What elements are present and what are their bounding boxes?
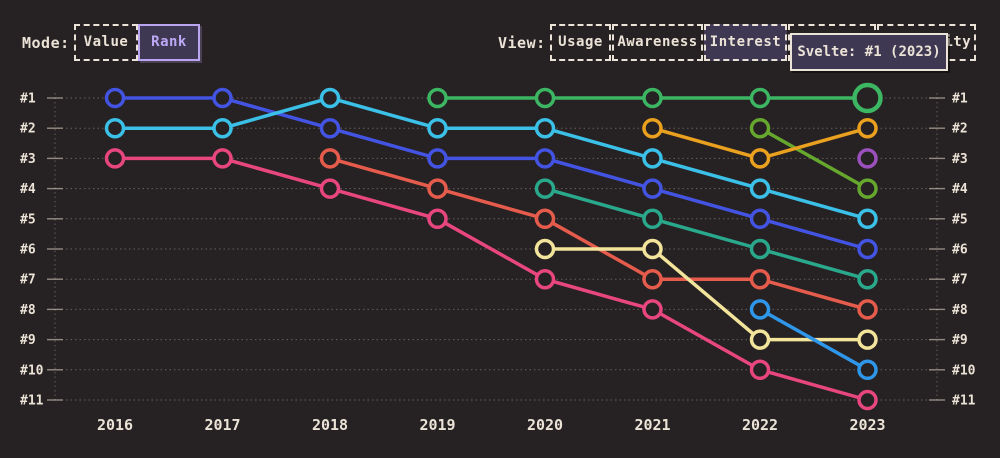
data-point-blue-2018[interactable] — [319, 117, 341, 139]
data-point-red-orange-2018[interactable] — [319, 148, 341, 169]
year-label: 2018 — [312, 416, 348, 434]
data-point-pink-2022[interactable] — [749, 359, 771, 381]
data-point-green-2019[interactable] — [427, 87, 448, 109]
data-point-pink-2020[interactable] — [534, 268, 556, 290]
rank-label-right: #1 — [952, 92, 968, 107]
rank-label-left: #4 — [20, 182, 36, 197]
data-point-blue-2017[interactable] — [212, 87, 233, 109]
data-point-green-2023[interactable] — [852, 82, 883, 114]
data-point-lime-2023[interactable] — [857, 178, 878, 199]
data-point-pink-2019[interactable] — [427, 208, 448, 230]
data-point-pink-2023[interactable] — [857, 389, 878, 411]
rank-label-left: #3 — [20, 152, 36, 167]
view-option-interest[interactable]: Interest — [704, 24, 787, 61]
tooltip-text: Svelte: #1 (2023) — [797, 44, 941, 60]
rank-label-left: #9 — [20, 333, 36, 348]
data-point-red-orange-2019[interactable] — [427, 178, 448, 199]
year-label: 2023 — [849, 416, 885, 434]
data-point-orange-2022[interactable] — [749, 148, 771, 169]
series-line-pink — [115, 156, 868, 402]
series-line-light-blue — [759, 307, 869, 372]
rank-label-right: #11 — [952, 394, 976, 409]
data-point-yellow-2022[interactable] — [749, 329, 771, 350]
data-point-cyan-2018[interactable] — [319, 87, 341, 109]
data-point-lime-2022[interactable] — [749, 117, 771, 139]
data-point-blue-2019[interactable] — [427, 148, 448, 169]
data-point-blue-2020[interactable] — [534, 148, 556, 169]
rank-label-left: #8 — [20, 303, 36, 318]
year-label: 2019 — [419, 416, 455, 434]
data-point-cyan-2020[interactable] — [534, 117, 556, 139]
mode-label: Mode: — [22, 34, 70, 52]
data-point-cyan-2016[interactable] — [104, 117, 126, 139]
rank-label-right: #2 — [952, 122, 968, 137]
data-point-blue-2021[interactable] — [642, 178, 663, 199]
data-point-pink-2018[interactable] — [319, 178, 341, 199]
view-label: View: — [498, 34, 546, 52]
data-point-green-2021[interactable] — [642, 87, 663, 109]
data-point-pink-2021[interactable] — [642, 299, 663, 320]
data-point-cyan-2023[interactable] — [857, 208, 878, 230]
data-point-yellow-2023[interactable] — [857, 329, 878, 350]
year-label: 2016 — [97, 416, 133, 434]
data-point-red-orange-2020[interactable] — [534, 208, 556, 230]
data-point-pink-2016[interactable] — [104, 148, 126, 169]
data-point-red-orange-2021[interactable] — [642, 268, 663, 290]
series-line-lime — [759, 126, 869, 191]
data-point-blue-2022[interactable] — [749, 208, 771, 230]
rank-label-left: #6 — [20, 243, 36, 258]
year-label: 2022 — [742, 416, 778, 434]
data-point-purple-2023[interactable] — [857, 148, 878, 169]
year-label: 2021 — [634, 416, 670, 434]
data-point-orange-2023[interactable] — [857, 117, 878, 139]
data-point-green-2022[interactable] — [749, 87, 771, 109]
data-point-teal-2023[interactable] — [857, 268, 878, 290]
rank-label-left: #10 — [20, 363, 44, 378]
series-line-cyan — [115, 96, 868, 221]
mode-option-value[interactable]: Value — [74, 24, 138, 61]
data-point-blue-2023[interactable] — [857, 238, 878, 260]
data-point-teal-2022[interactable] — [749, 238, 771, 260]
rank-label-right: #10 — [952, 363, 976, 378]
data-point-blue-2016[interactable] — [104, 87, 126, 109]
data-point-cyan-2017[interactable] — [212, 117, 233, 139]
data-point-teal-2020[interactable] — [534, 178, 556, 199]
data-point-green-2020[interactable] — [534, 87, 556, 109]
data-point-light-blue-2023[interactable] — [857, 359, 878, 381]
rank-label-left: #5 — [20, 212, 36, 227]
rank-label-right: #5 — [952, 212, 968, 227]
rank-label-right: #7 — [952, 273, 968, 288]
year-label: 2017 — [204, 416, 240, 434]
data-point-yellow-2021[interactable] — [642, 238, 663, 260]
series-line-blue — [115, 96, 868, 251]
tooltip: Svelte: #1 (2023) — [790, 33, 948, 71]
year-label: 2020 — [527, 416, 563, 434]
data-point-teal-2021[interactable] — [642, 208, 663, 230]
data-point-red-orange-2023[interactable] — [857, 299, 878, 320]
series-line-red-orange — [329, 156, 868, 312]
data-point-pink-2017[interactable] — [212, 148, 233, 169]
rank-label-left: #11 — [20, 394, 44, 409]
rank-label-right: #4 — [952, 182, 968, 197]
rank-label-left: #7 — [20, 273, 36, 288]
mode-option-rank[interactable]: Rank — [138, 24, 200, 61]
data-point-yellow-2020[interactable] — [534, 238, 556, 260]
data-point-red-orange-2022[interactable] — [749, 268, 771, 290]
data-point-cyan-2021[interactable] — [642, 148, 663, 169]
view-option-usage[interactable]: Usage — [550, 24, 611, 61]
rank-label-right: #6 — [952, 243, 968, 258]
rank-label-right: #8 — [952, 303, 968, 318]
series-line-teal — [544, 186, 868, 281]
data-point-cyan-2019[interactable] — [427, 117, 448, 139]
rank-label-left: #2 — [20, 122, 36, 137]
rank-label-right: #3 — [952, 152, 968, 167]
data-point-cyan-2022[interactable] — [749, 178, 771, 199]
data-point-orange-2021[interactable] — [642, 117, 663, 139]
rank-label-left: #1 — [20, 92, 36, 107]
view-option-awareness[interactable]: Awareness — [612, 24, 703, 61]
data-point-light-blue-2022[interactable] — [749, 299, 771, 320]
rank-label-right: #9 — [952, 333, 968, 348]
